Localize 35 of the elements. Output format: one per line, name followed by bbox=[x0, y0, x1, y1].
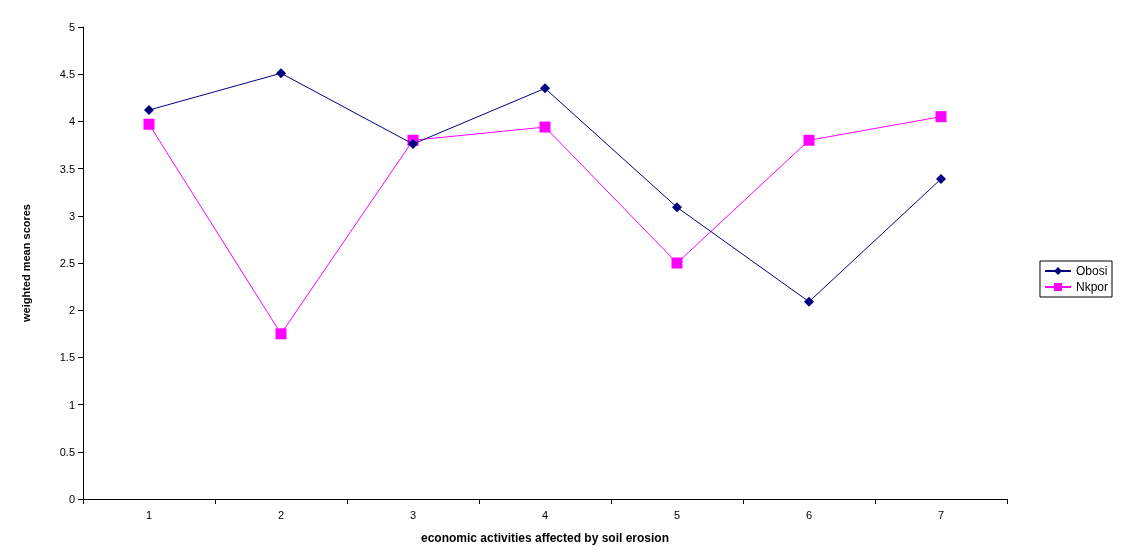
x-tick-label: 2 bbox=[277, 508, 285, 521]
y-tick-label: 1.5 bbox=[59, 351, 75, 364]
x-tick-label: 3 bbox=[409, 508, 417, 521]
x-tick-label: 7 bbox=[937, 508, 945, 521]
x-tick-label: 5 bbox=[673, 508, 681, 521]
point bbox=[539, 121, 551, 133]
y-tick-label: 2.5 bbox=[59, 257, 75, 269]
point bbox=[540, 83, 550, 94]
y-tick-label: 3 bbox=[68, 209, 75, 222]
y-tick-label: 0.5 bbox=[59, 445, 75, 458]
point bbox=[276, 68, 286, 79]
x-tick-label: 6 bbox=[805, 508, 813, 521]
x-tick-label: 1 bbox=[145, 508, 153, 521]
point bbox=[408, 139, 418, 150]
y-tick-label: 0 bbox=[68, 493, 75, 505]
point bbox=[935, 111, 947, 123]
y-axis-title: weighted mean scores bbox=[19, 204, 32, 323]
point bbox=[803, 134, 815, 146]
legend-label: Nkpor bbox=[1075, 280, 1109, 294]
y-tick-label: 5 bbox=[68, 21, 75, 33]
point bbox=[804, 296, 814, 307]
y-tick-label: 2 bbox=[68, 304, 75, 317]
point bbox=[275, 328, 287, 340]
point bbox=[671, 257, 683, 269]
point bbox=[144, 105, 154, 116]
point bbox=[672, 202, 682, 213]
y-tick-label: 4 bbox=[68, 115, 75, 128]
legend-label: Obosi bbox=[1075, 264, 1108, 278]
y-tick-label: 1 bbox=[68, 398, 75, 411]
x-tick-label: 4 bbox=[541, 508, 549, 521]
point bbox=[936, 173, 946, 184]
x-axis-title: economic activities affected by soil erosion bbox=[420, 531, 670, 545]
y-tick-label: 3.5 bbox=[59, 162, 75, 175]
point bbox=[143, 118, 155, 130]
y-tick-label: 4.5 bbox=[59, 68, 75, 81]
